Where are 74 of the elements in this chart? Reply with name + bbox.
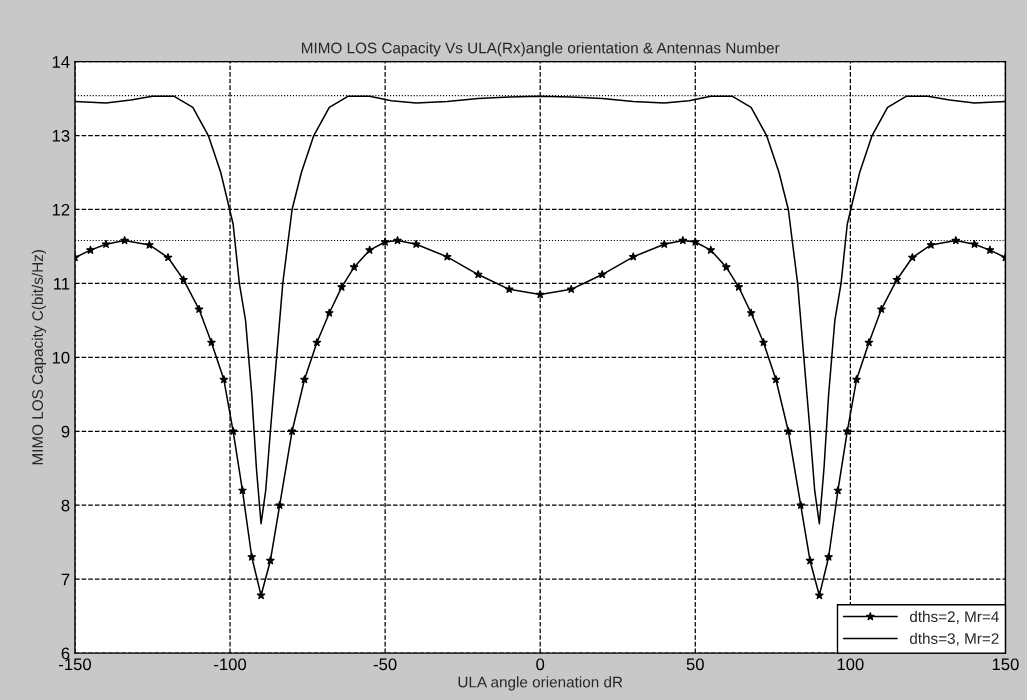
point [706, 245, 716, 255]
x-tick-label: 150 [992, 658, 1019, 671]
point [365, 245, 375, 255]
x-tick-label: 0 [536, 658, 545, 671]
point [300, 374, 309, 384]
point [535, 289, 545, 299]
point [721, 262, 731, 272]
y-tick-label: 7 [61, 573, 70, 586]
point [852, 374, 862, 384]
point [247, 552, 257, 561]
point [833, 485, 843, 495]
y-tick-label: 11 [54, 277, 70, 290]
point [771, 374, 781, 384]
point [194, 304, 204, 314]
point [179, 275, 189, 284]
y-tick-label: 6 [61, 647, 70, 660]
x-tick-label: -150 [59, 658, 91, 671]
legend-label: dths=3, Mr=2 [909, 632, 999, 646]
point [824, 552, 834, 561]
legend-label: dths=2, Mr=4 [909, 610, 999, 624]
point [892, 275, 902, 284]
point [442, 252, 452, 261]
point [144, 240, 154, 249]
point [206, 337, 216, 347]
point [337, 282, 347, 291]
point [237, 485, 247, 495]
point [659, 239, 669, 249]
y-axis-title: MIMO LOS Capacity C(bit/s/Hz) [31, 250, 47, 465]
point [287, 426, 297, 436]
point [504, 284, 514, 294]
point [985, 245, 995, 255]
x-tick-label: -100 [214, 658, 247, 671]
point [312, 337, 322, 347]
point [219, 374, 229, 384]
x-tick-label: 50 [686, 658, 704, 671]
point [324, 308, 334, 317]
x-tick-label: 100 [837, 658, 864, 671]
point [411, 239, 421, 249]
point [275, 500, 285, 510]
point [597, 269, 607, 279]
chart-title: MIMO LOS Capacity Vs ULA(Rx)angle orientation & Antennas Number [302, 42, 780, 57]
point [256, 590, 266, 600]
point [349, 262, 359, 272]
y-tick-label: 10 [52, 351, 70, 364]
point [228, 426, 238, 436]
point [265, 555, 275, 565]
point [473, 269, 483, 279]
y-tick-label: 8 [61, 499, 70, 512]
y-tick-label: 9 [61, 425, 70, 438]
point [566, 284, 576, 294]
point [783, 426, 793, 436]
y-tick-label: 13 [52, 129, 70, 142]
point [876, 304, 886, 314]
point [101, 239, 111, 249]
point [628, 252, 638, 261]
y-tick-label: 14 [52, 56, 70, 68]
y-tick-label: 12 [52, 203, 70, 216]
point [746, 308, 756, 317]
point [86, 245, 95, 255]
x-tick-label: -50 [373, 658, 397, 671]
point [796, 500, 806, 510]
point [814, 590, 824, 600]
point [759, 337, 768, 347]
x-axis-title: ULA angle orienation dR [458, 676, 623, 691]
point [163, 252, 173, 262]
point [864, 337, 874, 347]
point [734, 282, 744, 291]
point [907, 252, 917, 262]
point [380, 237, 390, 246]
point [120, 235, 130, 245]
point [842, 426, 852, 436]
point [926, 240, 936, 249]
point [805, 555, 815, 565]
point [969, 239, 979, 249]
